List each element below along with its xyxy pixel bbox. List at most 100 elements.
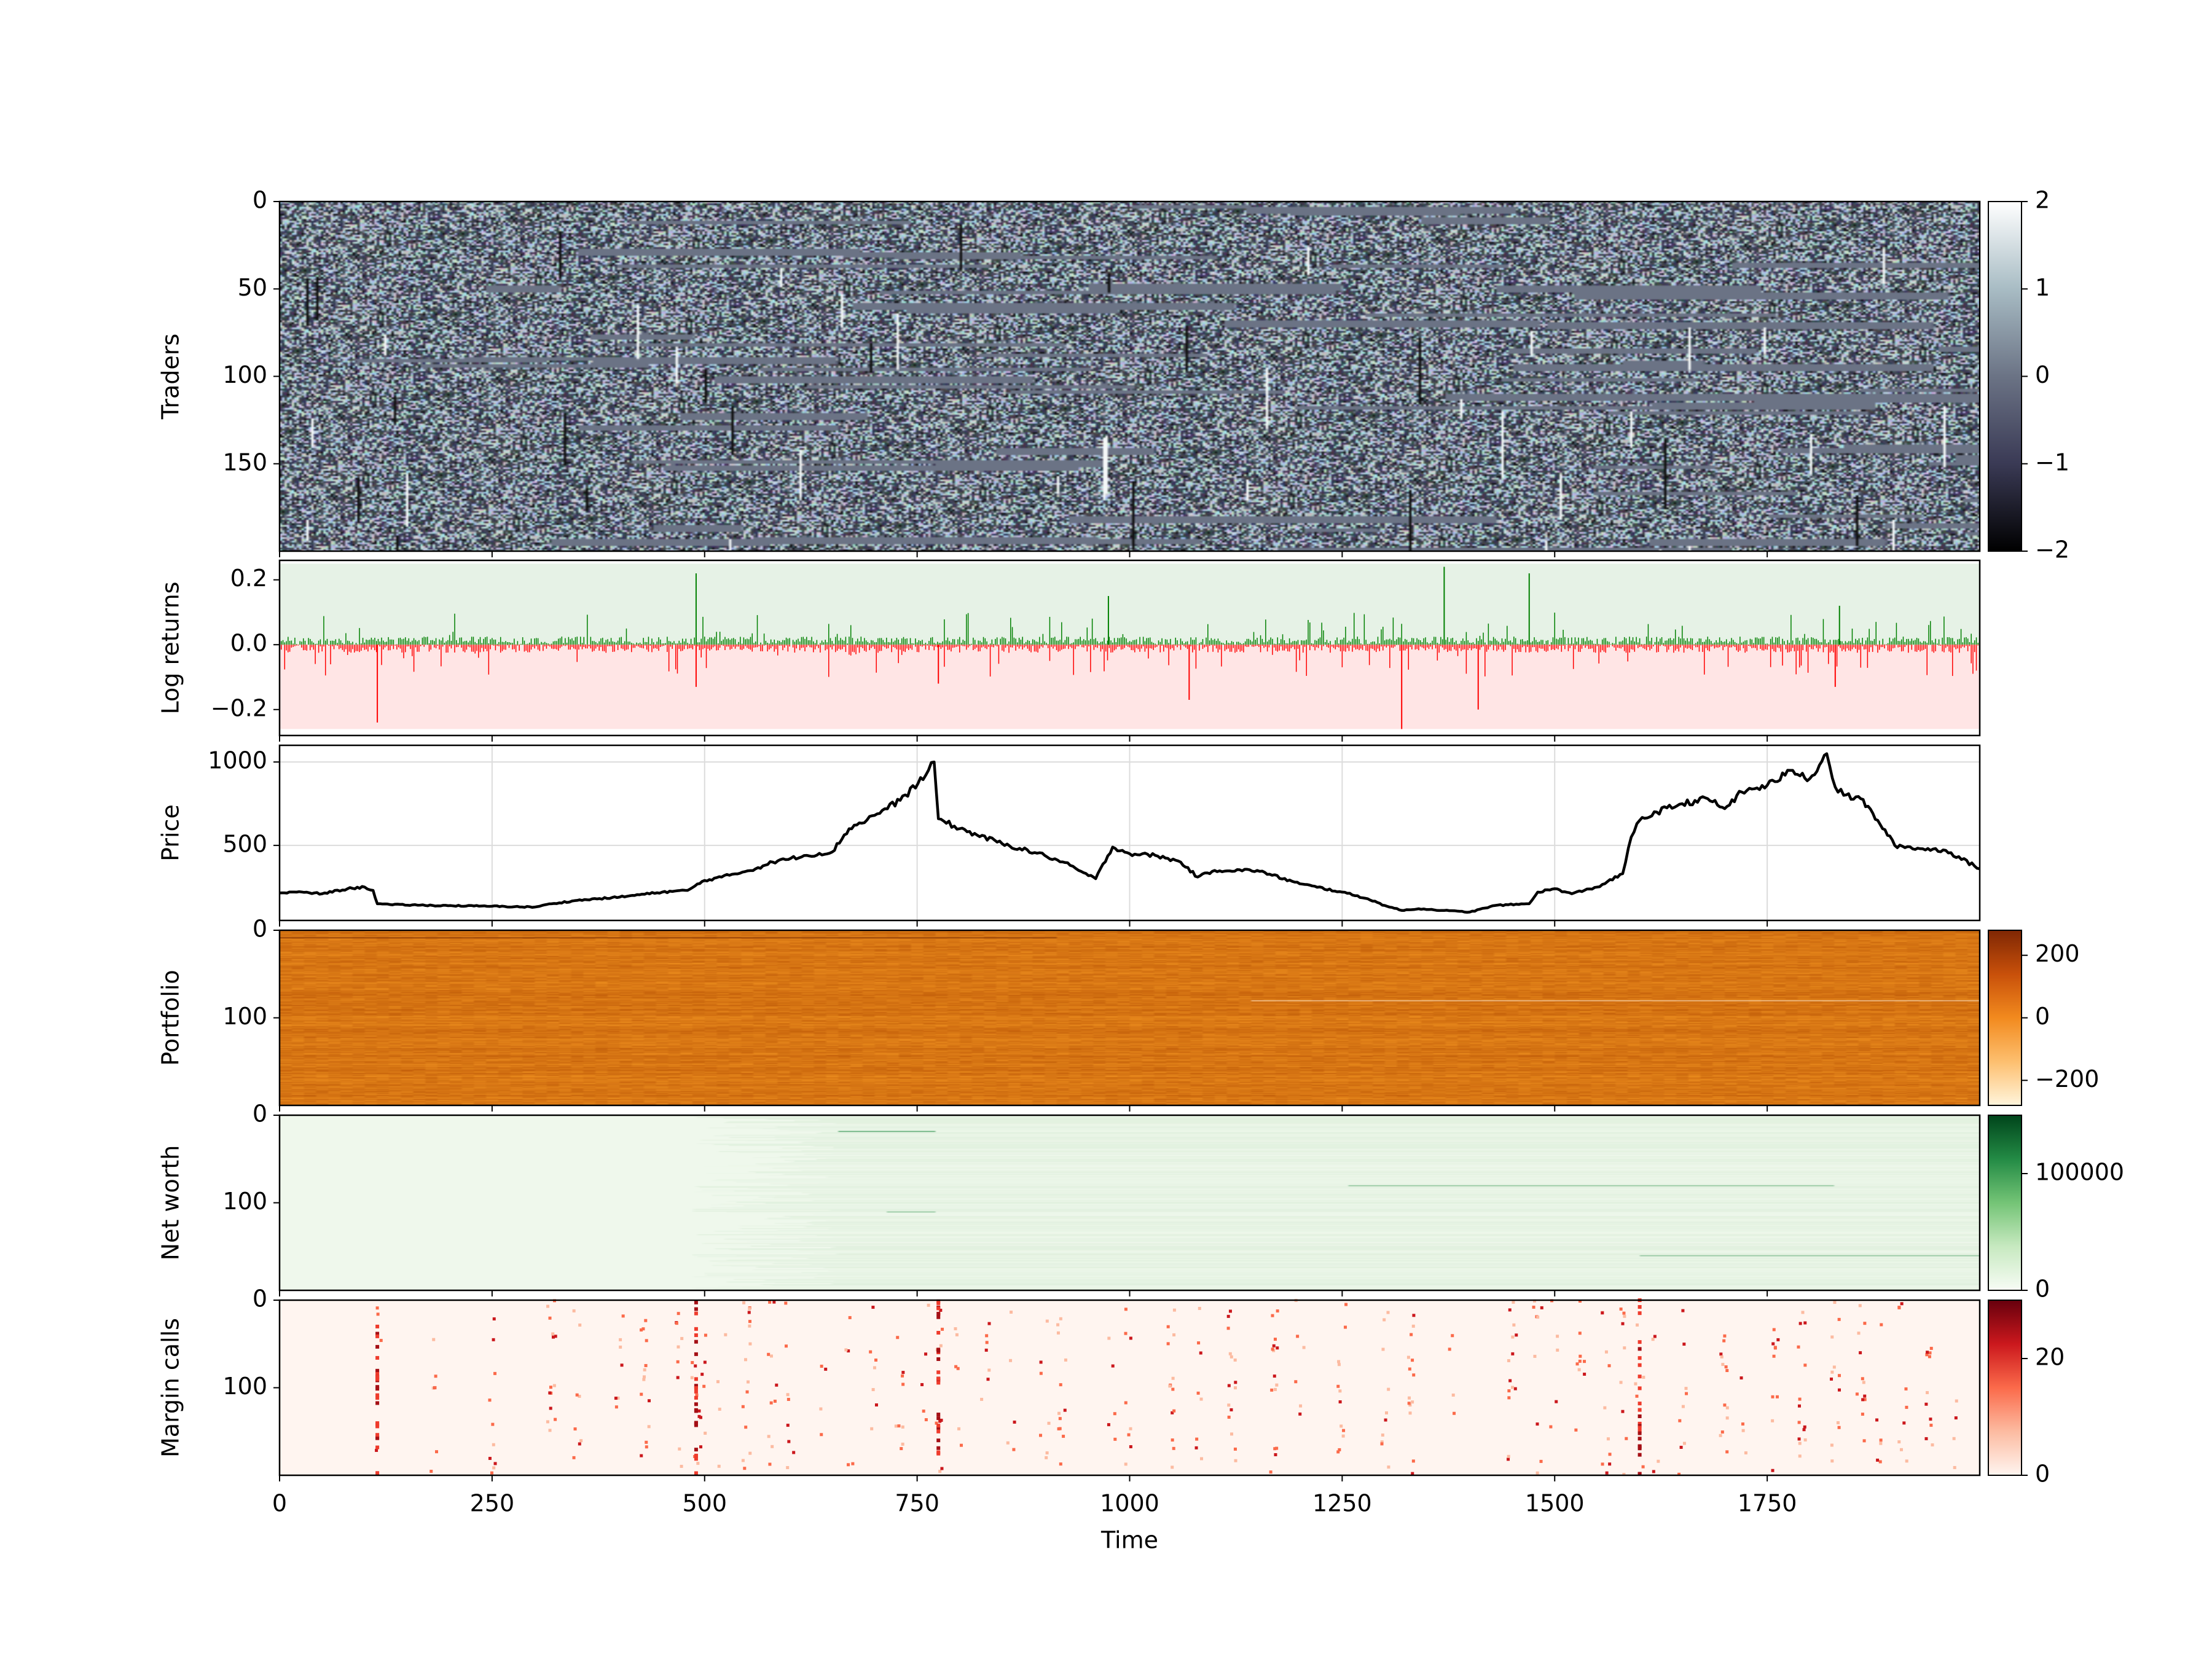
margin-call-point: [1227, 1403, 1231, 1407]
margin-call-point: [1113, 1437, 1117, 1441]
y-axis-label: Portfolio: [157, 970, 184, 1065]
margin-call-point: [1637, 1414, 1642, 1419]
margin-call-point: [1198, 1306, 1201, 1310]
margin-call-point: [1166, 1325, 1170, 1328]
margin-call-point: [896, 1336, 900, 1339]
portfolio-heatmap: [280, 930, 1980, 1105]
margin-call-point: [1408, 1396, 1411, 1400]
margin-call-point: [1803, 1363, 1807, 1367]
positive-band: [280, 563, 1980, 645]
margin-call-point: [938, 1470, 942, 1473]
margin-call-point: [743, 1358, 747, 1362]
margin-call-point: [621, 1314, 625, 1318]
margin-call-point: [724, 1333, 728, 1336]
margin-call-point: [1637, 1424, 1642, 1428]
margin-call-point: [1124, 1308, 1128, 1311]
margin-call-point: [1861, 1398, 1865, 1402]
margin-call-point: [1601, 1462, 1604, 1466]
margin-call-point: [1803, 1321, 1807, 1325]
margin-call-point: [1723, 1403, 1727, 1407]
margin-call-point: [1045, 1319, 1049, 1323]
margin-call-point: [1641, 1465, 1645, 1469]
margin-call-point: [1381, 1347, 1385, 1351]
margin-call-point: [1725, 1406, 1729, 1410]
margin-call-point: [375, 1387, 380, 1391]
margin-call-point: [694, 1421, 698, 1426]
margin-call-point: [375, 1433, 380, 1437]
margin-call-point: [1775, 1395, 1779, 1398]
margin-call-point: [578, 1442, 581, 1446]
margin-call-point: [691, 1361, 694, 1365]
margin-call-point: [1653, 1335, 1657, 1338]
margin-call-point: [1171, 1387, 1175, 1391]
margin-call-point: [572, 1309, 576, 1312]
margin-call-point: [1862, 1439, 1866, 1443]
margin-call-points: [375, 1298, 1958, 1477]
margin-call-point: [1298, 1412, 1302, 1416]
margin-call-point: [1931, 1443, 1934, 1447]
margin-call-point: [1013, 1420, 1016, 1424]
margin-call-point: [647, 1399, 651, 1403]
margin-call-point: [874, 1403, 878, 1407]
margin-call-point: [900, 1447, 903, 1451]
margin-call-point: [936, 1429, 941, 1433]
margin-call-point: [546, 1304, 550, 1308]
margin-call-point: [1107, 1336, 1111, 1340]
margin-call-point: [573, 1427, 577, 1431]
margin-call-point: [699, 1445, 703, 1449]
margin-call-point: [772, 1300, 776, 1304]
margin-call-point: [1230, 1432, 1234, 1436]
margin-call-point: [955, 1333, 959, 1336]
margin-call-point: [379, 1339, 383, 1343]
margin-call-point: [1508, 1379, 1512, 1382]
margin-call-point: [694, 1333, 698, 1338]
y-tick-label: 100: [222, 1003, 267, 1030]
margin-call-point: [694, 1300, 698, 1304]
margin-call-point: [1606, 1437, 1610, 1441]
margin-call-point: [548, 1429, 552, 1432]
margin-call-point: [936, 1370, 941, 1375]
y-tick-label: 1000: [208, 747, 267, 774]
margin-call-point: [1453, 1411, 1456, 1415]
margin-call-point: [554, 1335, 557, 1338]
margin-call-point: [1608, 1453, 1612, 1456]
colorbar-tick-label: 0: [2035, 1003, 2050, 1030]
colorbar-tick-label: 0: [2035, 361, 2050, 388]
margin-call-point: [1637, 1311, 1642, 1316]
margin-call-point: [1270, 1388, 1274, 1392]
margin-call-point: [1234, 1386, 1237, 1390]
margin-call-point: [1533, 1354, 1537, 1358]
margin-call-point: [1772, 1328, 1776, 1332]
margin-call-point: [1127, 1433, 1131, 1437]
margin-call-point: [1772, 1354, 1776, 1358]
margin-call-point: [1929, 1418, 1932, 1421]
margin-call-point: [1637, 1363, 1642, 1367]
margin-call-point: [940, 1467, 944, 1470]
margin-call-point: [620, 1363, 624, 1367]
margin-call-point: [1637, 1386, 1642, 1390]
margin-call-point: [936, 1438, 941, 1443]
margin-call-point: [936, 1299, 941, 1303]
margin-call-point: [1681, 1405, 1685, 1408]
margin-call-point: [922, 1410, 925, 1413]
margin-call-point: [748, 1324, 751, 1328]
margin-call-point: [1535, 1471, 1539, 1475]
margin-call-point: [786, 1393, 790, 1397]
margin-call-point: [640, 1392, 643, 1396]
margin-call-point: [548, 1316, 552, 1320]
margin-call-point: [848, 1316, 852, 1319]
margin-call-point: [1830, 1459, 1834, 1463]
margin-call-point: [1129, 1427, 1132, 1430]
margin-call-point: [1515, 1333, 1518, 1337]
margin-call-point: [936, 1446, 941, 1450]
margin-call-point: [1296, 1335, 1300, 1338]
margin-call-point: [1622, 1473, 1626, 1477]
margin-call-point: [1879, 1438, 1883, 1442]
margin-call-point: [1507, 1389, 1511, 1393]
margin-call-point: [694, 1386, 698, 1390]
margin-call-point: [1861, 1413, 1864, 1416]
y-tick-label: 100: [222, 361, 267, 388]
margin-call-point: [1741, 1422, 1744, 1426]
margin-call-point: [1623, 1314, 1626, 1318]
margin-call-point: [1739, 1376, 1743, 1380]
